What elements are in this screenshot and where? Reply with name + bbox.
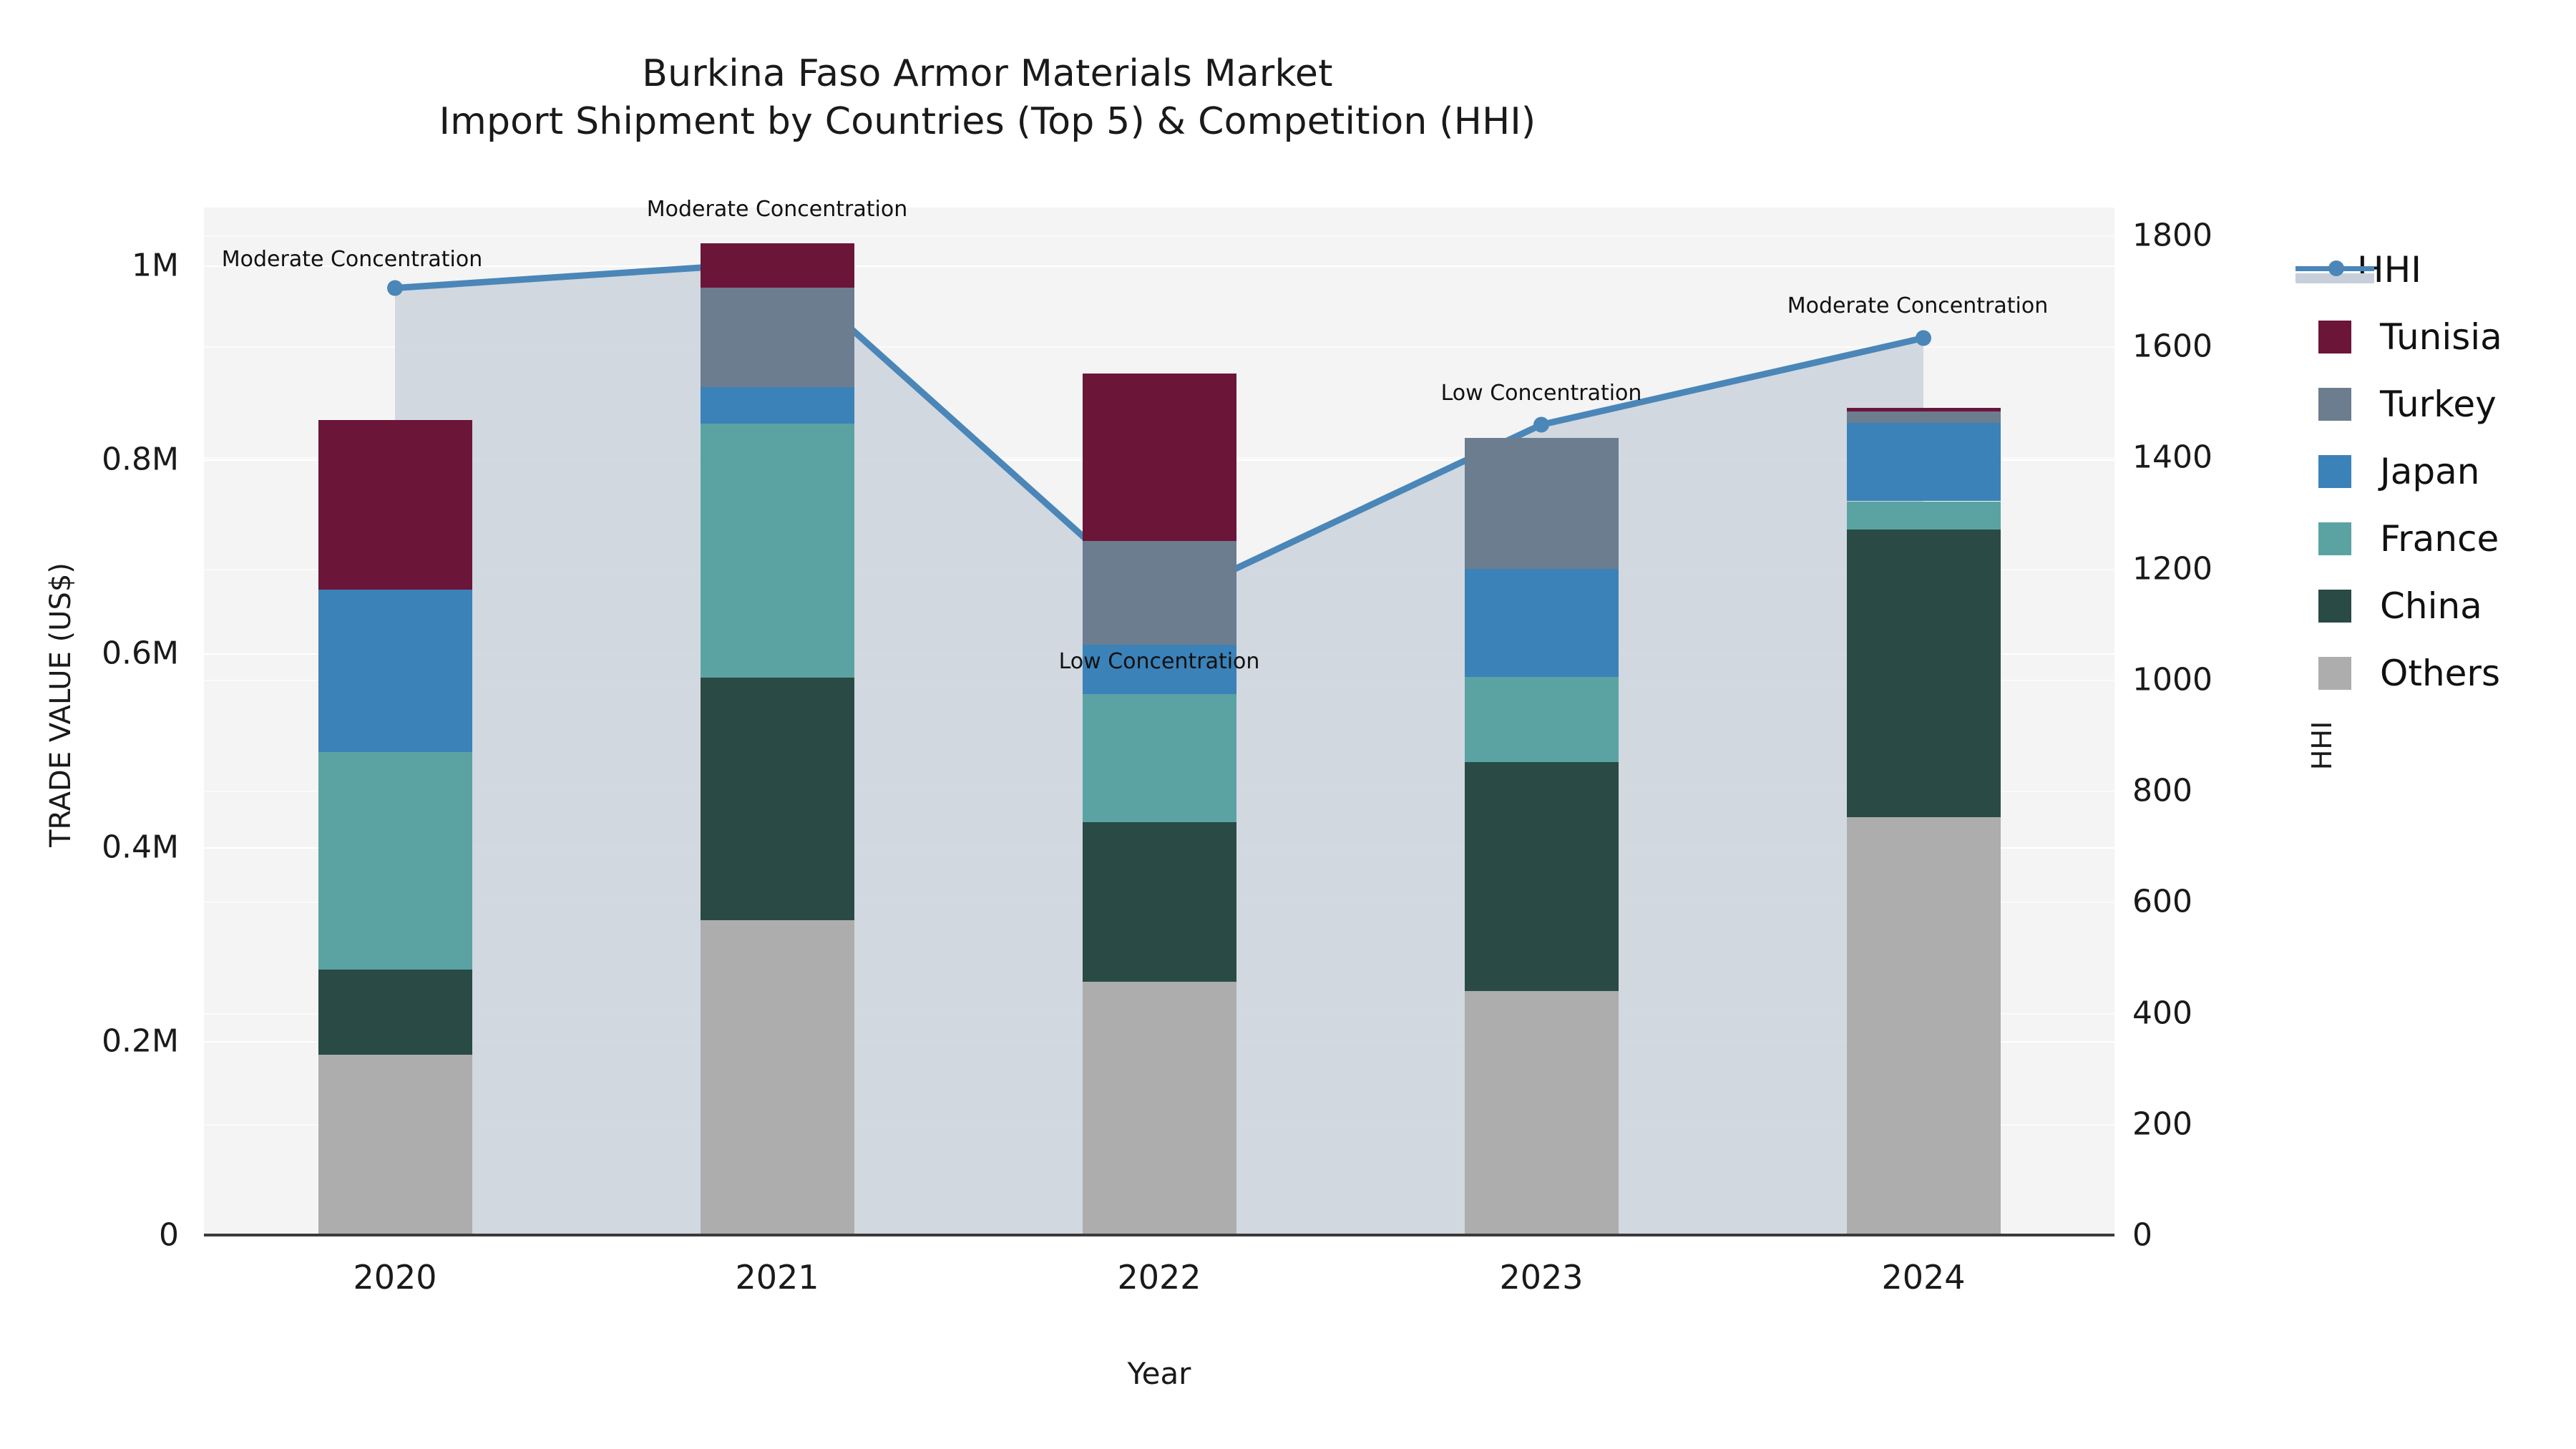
hhi-marker-2020[interactable] (387, 280, 403, 296)
x-tick-2022: 2022 (1117, 1258, 1201, 1297)
y-tick-right-800: 800 (2132, 772, 2192, 809)
bar-2022[interactable] (1082, 373, 1236, 1235)
legend-swatch-turkey (2318, 388, 2351, 421)
plot-area: Moderate Concentration Moderate Concentra… (204, 197, 2114, 1236)
legend-item-others[interactable]: Others (2318, 640, 2576, 707)
annotation-2022: Low Concentration (1058, 648, 1260, 674)
y-tick-right-1200: 1200 (2132, 550, 2212, 587)
legend-swatch-china (2318, 590, 2351, 623)
bar-segment-2022-others[interactable] (1082, 982, 1236, 1235)
bar-segment-2020-others[interactable] (318, 1055, 472, 1235)
bar-segment-2022-turkey[interactable] (1082, 541, 1236, 645)
bar-segment-2021-others[interactable] (700, 919, 854, 1235)
y-tick-left-0.2M: 0.2M (102, 1023, 179, 1060)
bar-2021[interactable] (700, 243, 854, 1235)
bar-segment-2022-china[interactable] (1082, 821, 1236, 982)
x-tick-2024: 2024 (1881, 1258, 1966, 1297)
bar-segment-2023-france[interactable] (1464, 676, 1619, 762)
bar-segment-2023-china[interactable] (1464, 761, 1619, 991)
bar-2024[interactable] (1846, 408, 2001, 1235)
legend-label-turkey: Turkey (2380, 384, 2497, 425)
annotation-2023: Low Concentration (1440, 380, 1642, 406)
legend-label-others: Others (2380, 653, 2501, 694)
legend-item-tunisia[interactable]: Tunisia (2318, 303, 2576, 371)
bar-2023[interactable] (1464, 438, 1619, 1235)
bar-segment-2020-china[interactable] (318, 969, 472, 1055)
bar-segment-2024-others[interactable] (1846, 817, 2001, 1235)
chart-title: Burkina Faso Armor Materials Market Impo… (0, 50, 1975, 145)
hhi-marker-2023[interactable] (1533, 416, 1549, 433)
bar-segment-2021-france[interactable] (700, 424, 854, 678)
gridline-right-1600 (204, 346, 2114, 348)
y-tick-left-0.6M: 0.6M (102, 635, 179, 672)
bar-segment-2024-tunisia[interactable] (1846, 408, 2001, 411)
legend-item-hhi[interactable]: HHI (2296, 236, 2576, 303)
bar-segment-2020-tunisia[interactable] (318, 419, 472, 590)
legend-label-tunisia: Tunisia (2380, 316, 2502, 358)
x-tick-2023: 2023 (1499, 1258, 1584, 1297)
bar-segment-2024-turkey[interactable] (1846, 411, 2001, 423)
legend-item-japan[interactable]: Japan (2318, 438, 2576, 505)
bar-segment-2021-china[interactable] (700, 678, 854, 920)
legend: HHI Tunisia Turkey Japan France China Others (2296, 236, 2576, 707)
bar-segment-2021-japan[interactable] (700, 386, 854, 424)
bar-segment-2024-japan[interactable] (1846, 422, 2001, 502)
chart-title-line-2: Import Shipment by Countries (Top 5) & C… (439, 99, 1536, 143)
y-tick-right-600: 600 (2132, 883, 2192, 920)
hhi-marker-2024[interactable] (1916, 330, 1931, 346)
x-axis-label: Year (1127, 1356, 1191, 1391)
bar-segment-2020-france[interactable] (318, 752, 472, 970)
y-tick-left-0: 0 (159, 1216, 179, 1254)
y-tick-right-1400: 1400 (2132, 439, 2212, 476)
legend-item-china[interactable]: China (2318, 572, 2576, 640)
legend-label-japan: Japan (2380, 451, 2480, 492)
gridline-right-1800 (204, 235, 2114, 237)
y-tick-right-200: 200 (2132, 1106, 2192, 1143)
bar-segment-2023-turkey[interactable] (1464, 438, 1619, 570)
hhi-line-icon (2296, 253, 2374, 286)
y-tick-left-0.4M: 0.4M (102, 829, 179, 866)
x-tick-2021: 2021 (735, 1258, 819, 1297)
bar-segment-2023-japan[interactable] (1464, 569, 1619, 677)
bar-segment-2020-japan[interactable] (318, 589, 472, 753)
annotation-2024: Moderate Concentration (1787, 293, 2049, 319)
legend-label-france: France (2380, 518, 2499, 560)
annotation-2021: Moderate Concentration (646, 196, 908, 222)
y-tick-right-1800: 1800 (2132, 217, 2212, 254)
legend-swatch-others (2318, 657, 2351, 690)
y-axis-left-label: TRADE VALUE (US$) (44, 562, 77, 847)
bar-segment-2024-france[interactable] (1846, 501, 2001, 530)
y-tick-right-1600: 1600 (2132, 328, 2212, 365)
legend-swatch-japan (2318, 455, 2351, 488)
bar-segment-2021-tunisia[interactable] (700, 243, 854, 288)
chart-title-line-1: Burkina Faso Armor Materials Market (642, 52, 1333, 95)
y-tick-right-400: 400 (2132, 995, 2192, 1031)
legend-item-france[interactable]: France (2318, 505, 2576, 572)
legend-label-china: China (2380, 585, 2482, 627)
bar-segment-2022-france[interactable] (1082, 694, 1236, 822)
x-axis-line (204, 1234, 2114, 1236)
legend-swatch-tunisia (2318, 321, 2351, 353)
bar-segment-2021-turkey[interactable] (700, 288, 854, 387)
y-tick-right-0: 0 (2132, 1216, 2152, 1254)
bar-2020[interactable] (318, 419, 472, 1235)
y-tick-left-1M: 1M (132, 247, 179, 284)
x-tick-2020: 2020 (353, 1258, 437, 1297)
y-tick-left-0.8M: 0.8M (102, 441, 179, 478)
bar-segment-2024-china[interactable] (1846, 529, 2001, 818)
legend-swatch-france (2318, 522, 2351, 555)
bar-segment-2023-others[interactable] (1464, 990, 1619, 1235)
bar-segment-2022-tunisia[interactable] (1082, 373, 1236, 542)
legend-item-turkey[interactable]: Turkey (2318, 371, 2576, 438)
gridline-left-5 (204, 265, 2114, 268)
annotation-2020: Moderate Concentration (221, 246, 483, 272)
bar-segment-2022-japan[interactable] (1082, 645, 1236, 695)
y-tick-right-1000: 1000 (2132, 661, 2212, 698)
